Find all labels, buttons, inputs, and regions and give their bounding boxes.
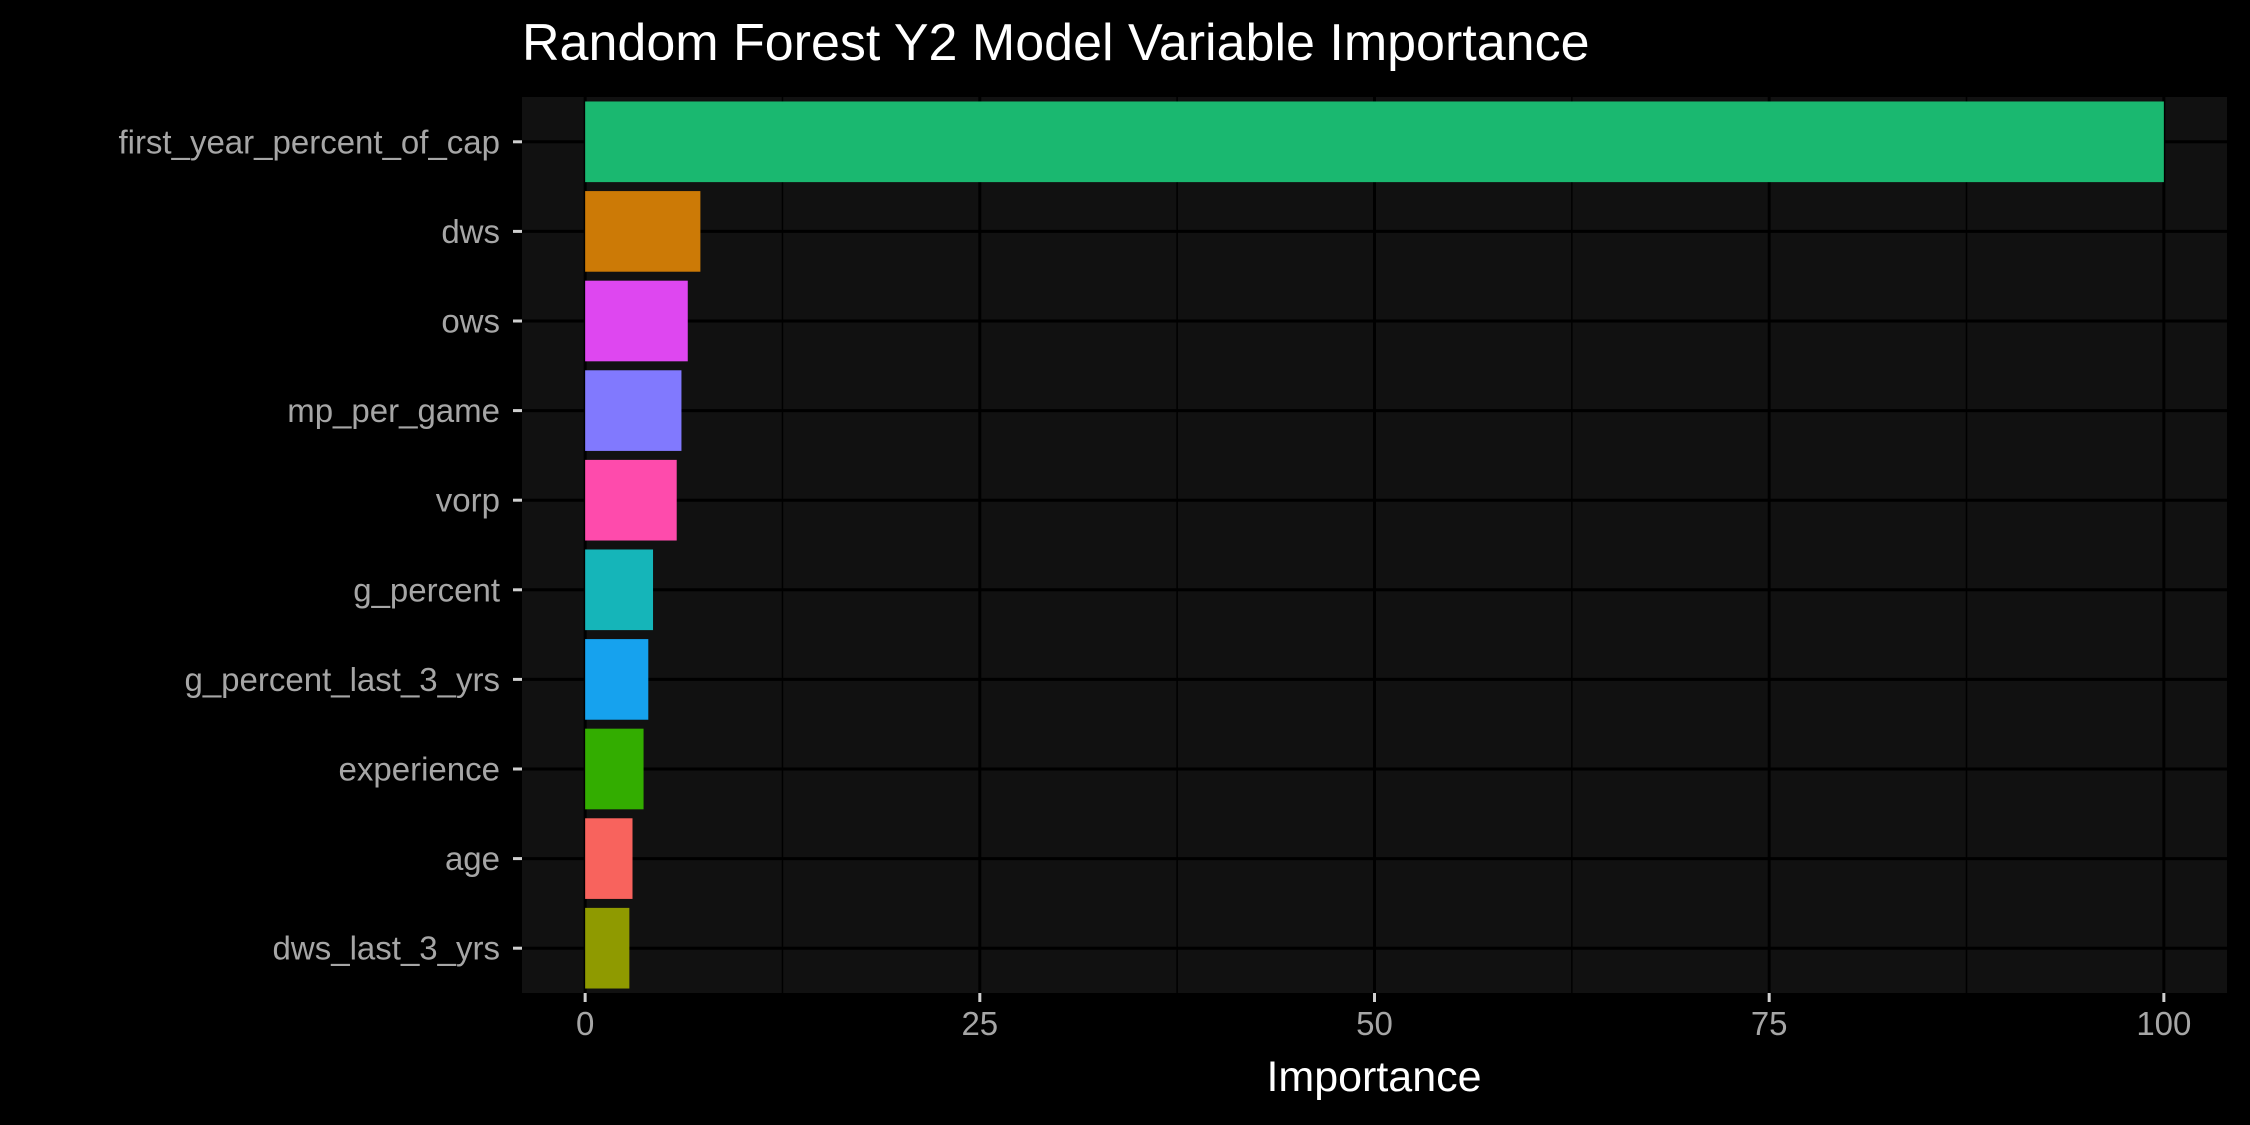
chart-title: Random Forest Y2 Model Variable Importan…: [522, 14, 1590, 72]
bar-g-percent: [585, 549, 654, 631]
y-tick-label: age: [445, 840, 500, 877]
bar-ows: [585, 280, 688, 362]
x-tick-label: 100: [2136, 1005, 2191, 1042]
bar-experience: [585, 728, 644, 810]
y-tick-label: vorp: [436, 482, 500, 519]
y-tick-label: dws_last_3_yrs: [273, 930, 500, 967]
bar-first-year-percent-of-cap: [585, 101, 2164, 183]
y-tick-label: g_percent_last_3_yrs: [184, 661, 500, 698]
bar-dws: [585, 191, 701, 272]
bar-mp-per-game: [585, 370, 682, 451]
x-tick-label: 25: [961, 1005, 998, 1042]
x-axis-title: Importance: [1266, 1053, 1481, 1101]
y-tick-label: experience: [339, 751, 500, 788]
bar-vorp: [585, 459, 677, 541]
y-tick-label: first_year_percent_of_cap: [118, 123, 500, 160]
bar-g-percent-last-3-yrs: [585, 639, 649, 720]
x-tick-label: 50: [1356, 1005, 1393, 1042]
y-tick-label: g_percent: [353, 571, 500, 608]
y-tick-label: ows: [441, 303, 500, 340]
bar-dws-last-3-yrs: [585, 907, 630, 989]
x-tick-label: 0: [576, 1005, 594, 1042]
y-tick-label: dws: [441, 213, 500, 250]
x-axis: 0 25 50 75 100: [576, 993, 2191, 1042]
x-tick-label: 75: [1751, 1005, 1788, 1042]
y-tick-label: mp_per_game: [287, 392, 500, 429]
bar-age: [585, 818, 633, 899]
bars: [585, 101, 2164, 989]
